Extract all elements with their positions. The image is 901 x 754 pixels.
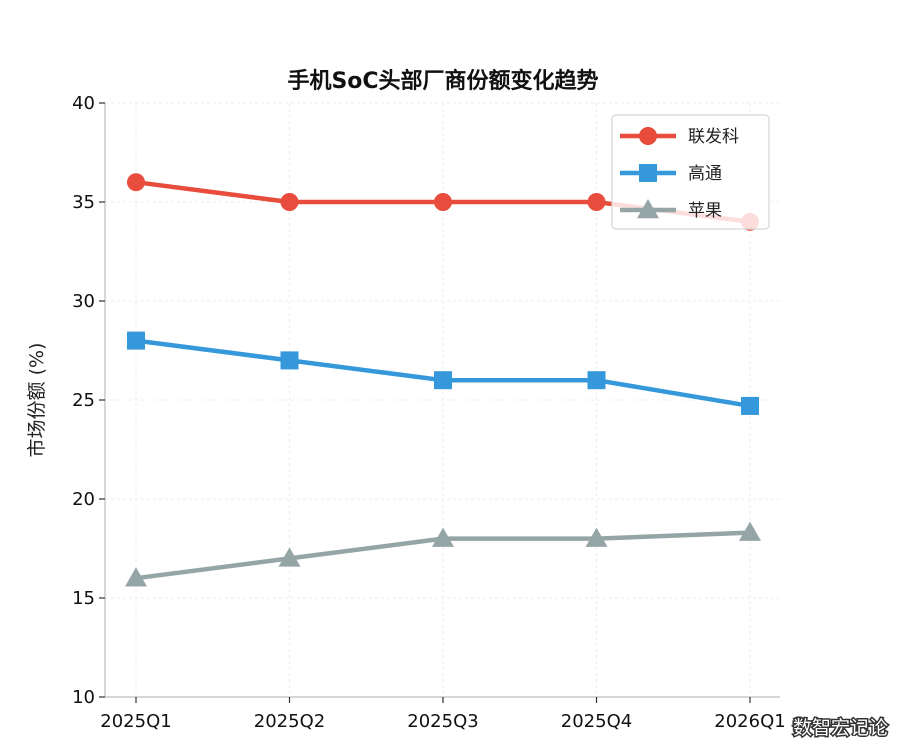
data-point [739,521,761,541]
data-point [125,567,147,587]
legend-item: 苹果 [620,199,722,221]
legend-marker [639,127,657,145]
x-tick-label: 2025Q2 [254,711,325,732]
y-axis-label: 市场份额 (%) [26,343,48,458]
chart-title: 手机SoC头部厂商份额变化趋势 [287,68,598,94]
data-point [278,547,301,567]
series-3 [125,521,761,587]
data-point [280,193,299,211]
data-point [434,371,452,390]
data-point [434,193,452,211]
y-tick-label: 15 [72,588,95,609]
y-tick-label: 30 [72,291,95,312]
x-tick-label: 2025Q1 [100,711,171,732]
legend-marker [639,164,657,182]
series-2 [127,331,759,415]
y-tick-label: 10 [72,687,95,708]
data-point [587,371,606,390]
x-tick-label: 2026Q1 [714,711,785,732]
y-tick-label: 40 [72,93,95,114]
watermark: 数智宏记论 [793,717,888,739]
data-point [127,173,145,192]
y-tick-label: 35 [72,192,95,213]
data-point [587,193,606,211]
data-point [585,527,608,547]
legend-label: 联发科 [688,127,739,147]
axes: 10 15 20 25 30 35 40 2025Q1 2025Q2 2025Q3 2025Q4 20… [72,93,786,732]
data-point [741,396,759,415]
data-point [280,351,299,370]
legend-item: 联发科 [620,127,739,147]
legend-marker [637,199,659,219]
legend-label: 苹果 [688,201,722,221]
y-tick-label: 25 [72,390,95,411]
x-tick-label: 2025Q4 [561,711,632,732]
legend-label: 高通 [688,164,722,184]
data-point [127,331,145,350]
x-tick-label: 2025Q3 [407,711,478,732]
legend-item: 高通 [620,164,722,184]
data-point [432,527,454,547]
y-tick-label: 20 [72,489,95,510]
